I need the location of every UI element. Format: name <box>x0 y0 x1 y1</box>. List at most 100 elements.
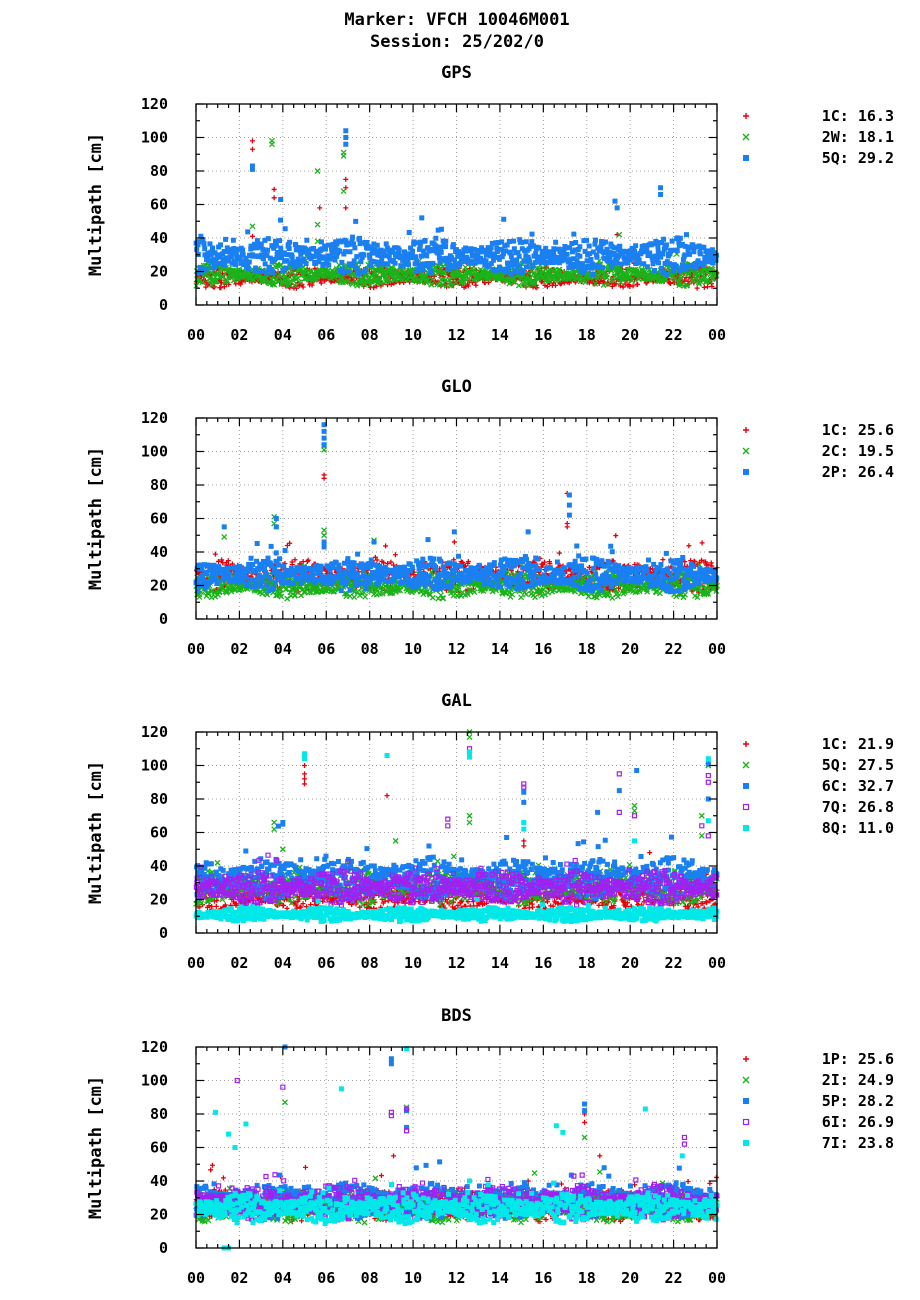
series-7q <box>193 746 720 908</box>
panel-title: GAL <box>441 691 472 711</box>
y-tick-label: 0 <box>159 924 168 942</box>
x-tick-label: 16 <box>534 326 552 344</box>
legend-marker-1p <box>743 1056 749 1062</box>
y-tick-label: 80 <box>150 162 168 180</box>
legend: 1C: 25.6 2C: 19.5 2P: 26.4 <box>742 421 894 481</box>
y-tick-label: 20 <box>150 577 168 595</box>
legend-entry-6i: 6I: 26.9 <box>822 1113 894 1131</box>
data-points <box>193 1044 720 1251</box>
x-tick-label: 10 <box>404 1269 422 1287</box>
legend-entry-1c: 1C: 25.6 <box>822 421 894 439</box>
y-tick-label: 100 <box>141 443 168 461</box>
x-tick-label: 08 <box>361 326 379 344</box>
y-tick-label: 40 <box>150 857 168 875</box>
y-tick-label: 0 <box>159 1239 168 1257</box>
x-tick-label: 02 <box>230 954 248 972</box>
x-tick-label: 00 <box>708 326 726 344</box>
series-2p <box>193 422 720 595</box>
x-tick-label: 08 <box>361 1269 379 1287</box>
x-tick-label: 12 <box>447 954 465 972</box>
legend-marker-2c <box>742 447 750 455</box>
y-tick-label: 60 <box>150 510 168 528</box>
x-tick-label: 04 <box>274 326 292 344</box>
x-tick-label: 22 <box>665 954 683 972</box>
x-tick-label: 14 <box>491 954 509 972</box>
ticks <box>195 1046 718 1249</box>
ticks <box>195 731 718 934</box>
x-tick-label: 02 <box>230 326 248 344</box>
ticks <box>195 417 718 620</box>
series-6c <box>194 761 720 902</box>
legend-entry-2p: 2P: 26.4 <box>822 463 894 481</box>
legend-entry-2w: 2W: 18.1 <box>822 128 894 146</box>
y-tick-label: 80 <box>150 1105 168 1123</box>
x-tick-label: 08 <box>361 954 379 972</box>
legend-entry-2c: 2C: 19.5 <box>822 442 894 460</box>
series-6c-marks <box>194 761 720 902</box>
y-axis-label: Multipath [cm] <box>86 761 106 904</box>
legend-marker-2p <box>743 469 749 475</box>
x-tick-label: 18 <box>578 326 596 344</box>
series-8q-marks <box>193 749 720 925</box>
figure-title-marker: Marker: VFCH 10046M001 <box>344 10 569 30</box>
series-7i-marks <box>193 1046 720 1251</box>
legend-entry-5q: 5Q: 27.5 <box>822 756 894 774</box>
x-tick-label: 04 <box>274 954 292 972</box>
legend-marker-7i <box>743 1140 749 1146</box>
x-tick-label: 00 <box>187 326 205 344</box>
x-tick-label: 02 <box>230 640 248 658</box>
x-tick-label: 22 <box>665 640 683 658</box>
legend-marker-2w <box>742 133 750 141</box>
legend-entry-8q: 8Q: 11.0 <box>822 819 894 837</box>
x-tick-label: 12 <box>447 1269 465 1287</box>
legend-marker-5q <box>742 761 750 769</box>
legend: 1C: 16.3 2W: 18.1 5Q: 29.2 <box>742 107 894 167</box>
legend-marker-1c <box>743 427 749 433</box>
x-tick-label: 08 <box>361 640 379 658</box>
legend-marker-6i <box>742 1118 750 1126</box>
series-2p-marks <box>193 422 720 595</box>
x-tick-label: 10 <box>404 640 422 658</box>
y-tick-label: 120 <box>141 723 168 741</box>
y-tick-label: 80 <box>150 476 168 494</box>
x-tick-label: 22 <box>665 1269 683 1287</box>
x-tick-label: 20 <box>621 954 639 972</box>
legend-marker-8q <box>743 825 749 831</box>
y-axis-label: Multipath [cm] <box>86 133 106 276</box>
x-tick-label: 00 <box>187 640 205 658</box>
y-tick-label: 40 <box>150 543 168 561</box>
series-7q-marks <box>193 746 720 908</box>
x-tick-label: 20 <box>621 640 639 658</box>
x-tick-label: 02 <box>230 1269 248 1287</box>
y-tick-label: 60 <box>150 196 168 214</box>
y-tick-label: 40 <box>150 229 168 247</box>
x-tick-label: 10 <box>404 954 422 972</box>
legend-entry-7q: 7Q: 26.8 <box>822 798 894 816</box>
x-tick-label: 00 <box>708 640 726 658</box>
x-tick-label: 06 <box>317 326 335 344</box>
y-tick-label: 20 <box>150 891 168 909</box>
x-tick-label: 22 <box>665 326 683 344</box>
legend-marker-1c <box>743 741 749 747</box>
x-tick-label: 20 <box>621 1269 639 1287</box>
ticks <box>195 103 718 306</box>
y-tick-label: 100 <box>141 757 168 775</box>
x-tick-label: 04 <box>274 1269 292 1287</box>
legend-entry-6c: 6C: 32.7 <box>822 777 894 795</box>
y-axis-label: Multipath [cm] <box>86 447 106 590</box>
x-tick-label: 04 <box>274 640 292 658</box>
legend-marker-5q <box>743 155 749 161</box>
series-7i <box>193 1046 720 1251</box>
y-tick-label: 100 <box>141 129 168 147</box>
y-tick-label: 0 <box>159 296 168 314</box>
x-tick-label: 16 <box>534 954 552 972</box>
x-tick-label: 18 <box>578 640 596 658</box>
y-tick-label: 100 <box>141 1072 168 1090</box>
x-tick-label: 14 <box>491 1269 509 1287</box>
x-tick-label: 00 <box>708 1269 726 1287</box>
panel-title: BDS <box>441 1006 472 1026</box>
x-tick-label: 00 <box>187 1269 205 1287</box>
legend-marker-5p <box>743 1098 749 1104</box>
